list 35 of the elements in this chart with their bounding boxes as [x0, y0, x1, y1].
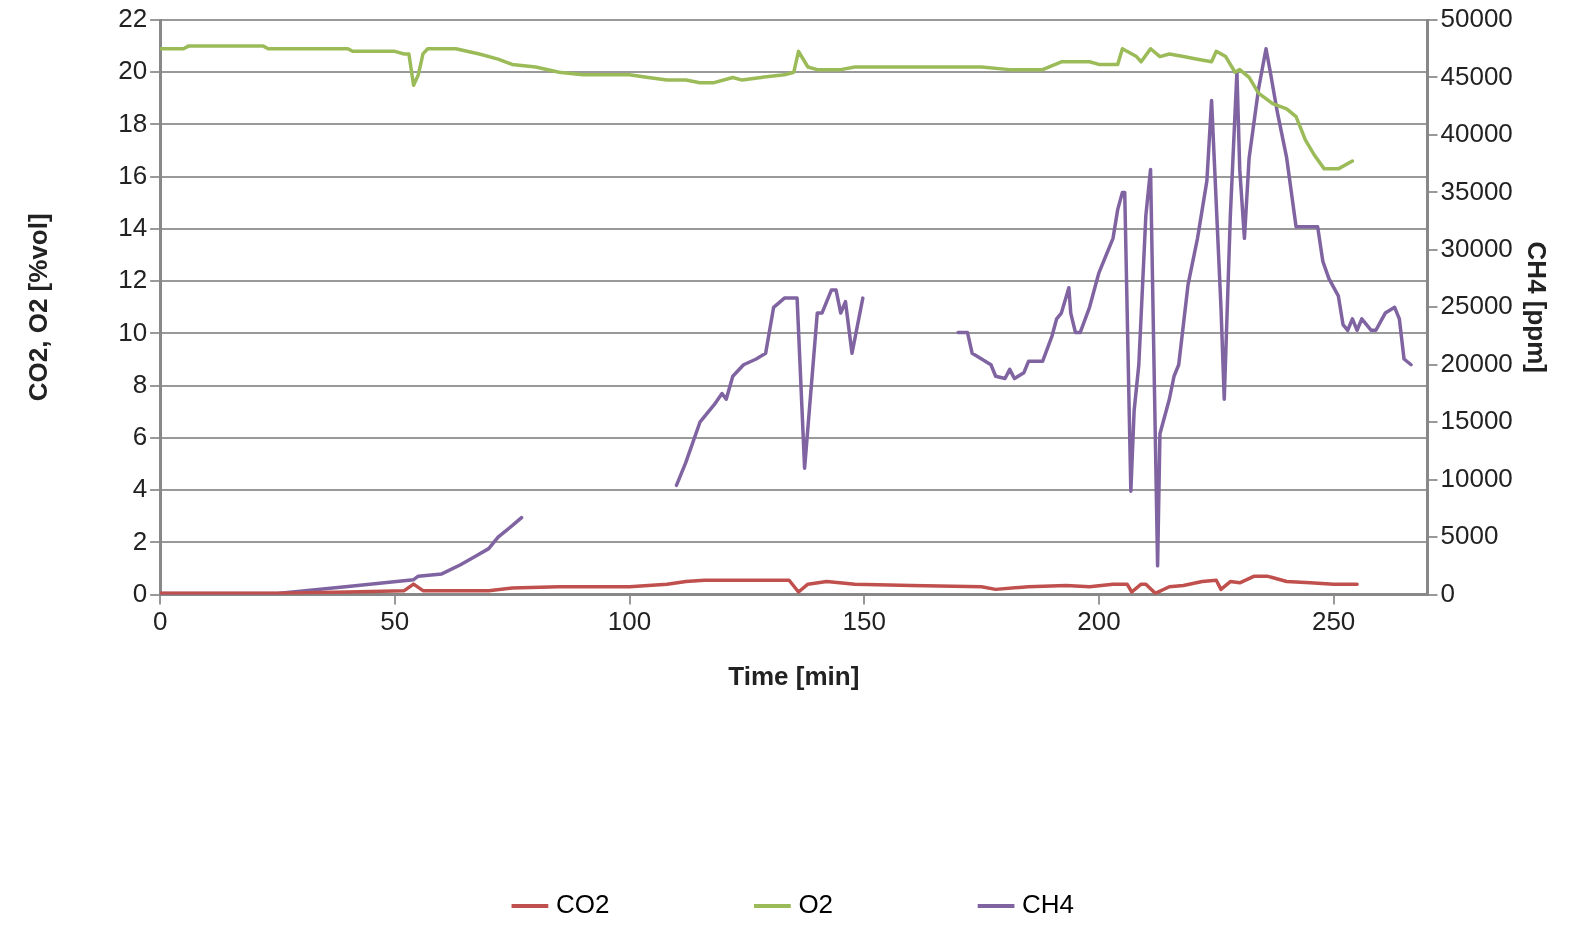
x-tick-label: 250	[1311, 606, 1356, 637]
x-tick-label: 50	[380, 606, 410, 637]
x-tick-label: 150	[842, 606, 886, 637]
y2-tick-label: 20000	[1440, 347, 1513, 378]
x-tick-label: 100	[607, 606, 652, 637]
y2-tick-label: 45000	[1440, 60, 1513, 91]
y2-tick-label: 40000	[1440, 118, 1513, 149]
y-tick-label: 10	[118, 316, 148, 347]
legend-label: CO2	[555, 889, 610, 920]
x-axis-title: Time [min]	[728, 660, 860, 691]
y2-tick-label: 30000	[1440, 233, 1513, 264]
y2-tick-label: 5000	[1440, 520, 1499, 551]
y-tick-label: 0	[132, 577, 148, 608]
y-tick-label: 16	[118, 159, 148, 190]
y-tick-label: 4	[132, 473, 148, 504]
y2-tick-label: 0	[1440, 577, 1455, 608]
legend-label: CH4	[1022, 889, 1075, 920]
y-axis-title: CO2, O2 [%vol]	[22, 213, 53, 402]
y-tick-label: 22	[118, 3, 148, 34]
y2-tick-label: 25000	[1440, 290, 1513, 321]
y-tick-label: 20	[118, 55, 148, 86]
y-tick-label: 6	[132, 421, 148, 452]
x-tick-label: 0	[152, 606, 168, 637]
y-tick-label: 2	[132, 525, 148, 556]
y-tick-label: 12	[118, 264, 148, 295]
y2-tick-label: 50000	[1440, 3, 1513, 34]
y2-tick-label: 15000	[1440, 405, 1513, 436]
y2-axis-title: CH4 [ppm]	[1522, 241, 1553, 374]
x-tick-label: 200	[1077, 606, 1121, 637]
y-tick-label: 8	[132, 368, 148, 399]
y2-tick-label: 35000	[1440, 175, 1513, 206]
y-tick-label: 14	[118, 212, 148, 243]
y2-tick-label: 10000	[1440, 462, 1513, 493]
y-tick-label: 18	[118, 107, 148, 138]
legend-label: O2	[798, 889, 834, 920]
